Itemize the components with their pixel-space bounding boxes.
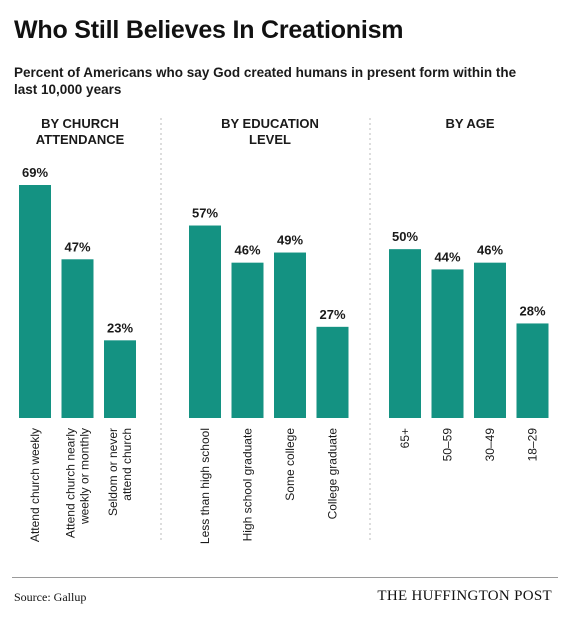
panel-title-1-line-1: BY CHURCH: [41, 116, 119, 131]
category-label-3-4: 18–29: [526, 428, 540, 462]
bar-value-label-2-2: 46%: [234, 243, 260, 258]
category-label-2-1: Less than high school: [198, 428, 212, 544]
panel-title-2-line-2: LEVEL: [249, 132, 291, 147]
panel-title-2-line-1: BY EDUCATION: [221, 116, 319, 131]
chart-subtitle: Percent of Americans who say God created…: [14, 65, 517, 97]
category-label-3-1: 65+: [398, 428, 412, 448]
bar-value-label-3-2: 44%: [434, 249, 460, 264]
bar-3-4: [516, 323, 549, 418]
bar-2-3: [274, 252, 306, 418]
category-label-2-2: High school graduate: [241, 428, 255, 542]
bar-value-label-2-3: 49%: [277, 233, 303, 248]
bar-1-1: [19, 185, 51, 418]
bar-2-1: [189, 225, 221, 418]
bar-value-label-3-1: 50%: [392, 229, 418, 244]
panel-title-3-line-1: BY AGE: [445, 116, 494, 131]
footer-divider: [12, 577, 558, 578]
bar-1-2: [61, 259, 94, 418]
panel-title-1-line-2: ATTENDANCE: [36, 132, 125, 147]
bar-3-2: [431, 269, 464, 418]
bar-value-label-3-3: 46%: [477, 243, 503, 258]
bar-value-label-2-1: 57%: [192, 206, 218, 221]
category-label-2-4: College graduate: [326, 428, 340, 520]
bar-value-label-3-4: 28%: [519, 303, 545, 318]
bar-value-label-1-3: 23%: [107, 320, 133, 335]
bar-3-3: [474, 262, 506, 418]
chart-title: Who Still Believes In Creationism: [14, 16, 404, 44]
bar-2-4: [316, 326, 349, 418]
category-label-1-3: Seldom or neverattend church: [106, 428, 134, 516]
bar-value-label-1-2: 47%: [64, 239, 90, 254]
bar-value-label-1-1: 69%: [22, 165, 48, 180]
category-label-1-1: Attend church weekly: [28, 428, 42, 542]
bar-3-1: [389, 249, 421, 418]
brand-logo: THE HUFFINGTON POST: [377, 588, 552, 604]
bar-2-2: [231, 262, 264, 418]
bar-1-3: [104, 340, 136, 418]
source-note: Source: Gallup: [14, 590, 87, 604]
bar-value-label-2-4: 27%: [319, 307, 345, 322]
category-label-3-3: 30–49: [483, 428, 497, 462]
category-label-3-2: 50–59: [441, 428, 455, 462]
category-label-1-2: Attend church nearlyweekly or monthly: [64, 428, 92, 538]
category-label-2-3: Some college: [283, 428, 297, 501]
